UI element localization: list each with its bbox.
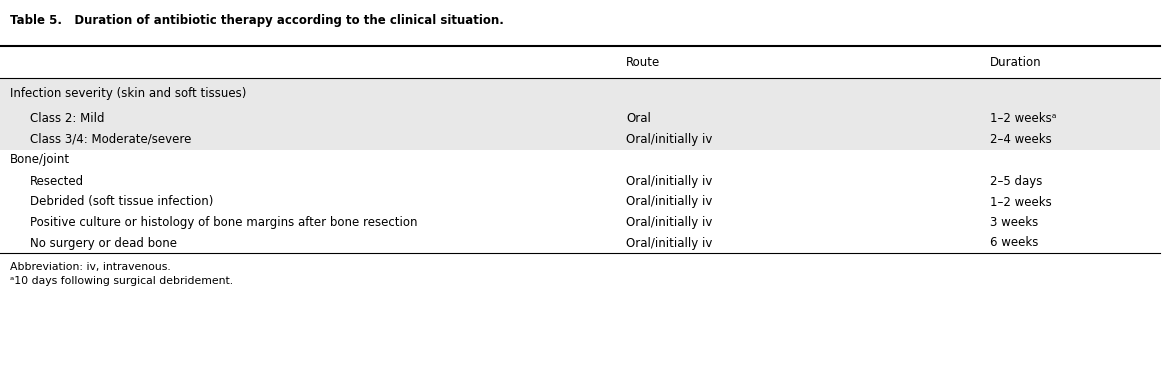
Text: Oral/initially iv: Oral/initially iv [626, 196, 713, 209]
Text: Resected: Resected [30, 174, 84, 188]
Text: 3 weeks: 3 weeks [990, 216, 1038, 229]
Text: Infection severity (skin and soft tissues): Infection severity (skin and soft tissue… [11, 86, 247, 100]
Text: 1–2 weeks: 1–2 weeks [990, 196, 1052, 209]
Text: 2–4 weeks: 2–4 weeks [990, 132, 1052, 146]
Text: Oral/initially iv: Oral/initially iv [626, 174, 713, 188]
Text: 2–5 days: 2–5 days [990, 174, 1042, 188]
Text: Duration of antibiotic therapy according to the clinical situation.: Duration of antibiotic therapy according… [62, 14, 504, 27]
Text: Route: Route [626, 56, 660, 69]
Text: Debrided (soft tissue infection): Debrided (soft tissue infection) [30, 196, 213, 209]
Text: Oral/initially iv: Oral/initially iv [626, 132, 713, 146]
Text: Oral: Oral [626, 112, 651, 124]
Text: 6 weeks: 6 weeks [990, 237, 1039, 250]
Text: 1–2 weeksᵃ: 1–2 weeksᵃ [990, 112, 1057, 124]
Text: No surgery or dead bone: No surgery or dead bone [30, 237, 177, 250]
Text: Abbreviation: iv, intravenous.: Abbreviation: iv, intravenous. [11, 262, 171, 272]
Text: Bone/joint: Bone/joint [11, 153, 70, 167]
Text: Positive culture or histology of bone margins after bone resection: Positive culture or histology of bone ma… [30, 216, 418, 229]
Text: Class 3/4: Moderate/severe: Class 3/4: Moderate/severe [30, 132, 192, 146]
Text: Oral/initially iv: Oral/initially iv [626, 237, 713, 250]
Text: Oral/initially iv: Oral/initially iv [626, 216, 713, 229]
Text: Duration: Duration [990, 56, 1041, 69]
Text: Table 5.: Table 5. [11, 14, 62, 27]
Text: Class 2: Mild: Class 2: Mild [30, 112, 104, 124]
Text: ᵃ10 days following surgical debridement.: ᵃ10 days following surgical debridement. [11, 276, 233, 286]
